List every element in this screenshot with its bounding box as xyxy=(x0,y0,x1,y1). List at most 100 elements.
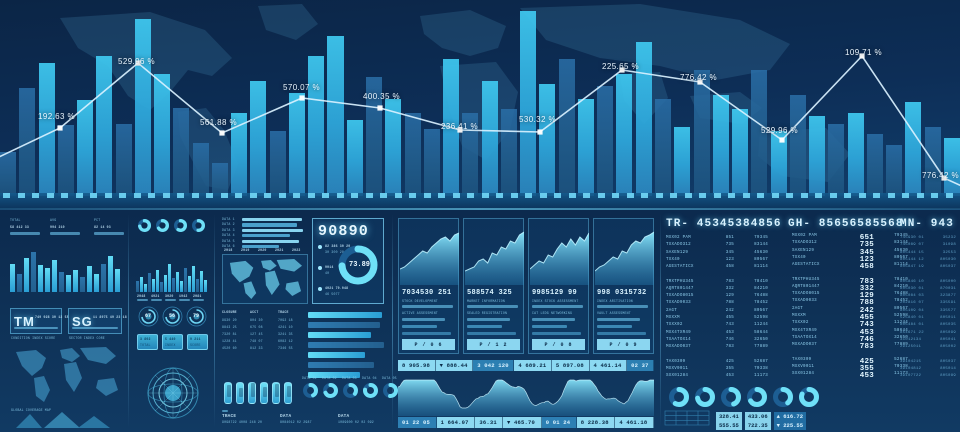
table-row[interactable]: SAXEN129 345 45630 xyxy=(666,251,768,255)
table-cell-num: 458 xyxy=(712,265,734,269)
axis-tick xyxy=(351,193,358,198)
left-mini-bar xyxy=(31,252,36,292)
table-row[interactable]: TXXAD9033 788 78452 xyxy=(666,301,768,305)
table-row-far[interactable]: 805144 12 805030 xyxy=(900,258,956,262)
area-card-tag[interactable]: P / 0 6 xyxy=(402,339,455,350)
table-row-far[interactable]: 745930 01 35232 xyxy=(900,236,956,240)
status-ring[interactable] xyxy=(173,218,188,233)
table-row[interactable]: MXX4TXR49 453 58644 xyxy=(666,331,768,335)
mini-card[interactable]: 9 211 SCORE xyxy=(187,334,208,350)
hero-point-label: 192.63 % xyxy=(38,112,75,121)
table-gauge[interactable] xyxy=(720,386,742,408)
hero-bar xyxy=(867,134,883,196)
numband-cell: 4 461.18 xyxy=(615,417,654,428)
table-gauge[interactable] xyxy=(746,386,768,408)
table-row[interactable]: TXAATOX14 746 32650 xyxy=(666,338,768,342)
hero-bar xyxy=(809,116,825,196)
numband-cell: 0 01 24 xyxy=(542,417,577,428)
table-row[interactable]: TXXADO312 735 83144 xyxy=(666,243,768,247)
table-gauge[interactable] xyxy=(772,386,794,408)
table-row-far[interactable]: 202816 07 335591 xyxy=(900,301,956,305)
mid-capsule[interactable] xyxy=(236,382,244,404)
area-card[interactable]: 998 0315732 INDEX ARCTIVATION VAULT ASSESS… xyxy=(593,218,654,354)
table-row[interactable]: TAX0309 425 52687 xyxy=(666,360,768,364)
area-card[interactable]: 9985129 99 INDEX STOCK ASSESSMENT CAT LEDG… xyxy=(528,218,589,354)
table-cell-far-2: 805000 xyxy=(932,280,956,284)
numband-text: 8 905.98 xyxy=(402,362,430,369)
radar-gauge[interactable]: 56 xyxy=(162,306,183,327)
mid-donut[interactable] xyxy=(342,382,359,399)
table-gauge[interactable] xyxy=(798,386,820,408)
hero-bar xyxy=(77,100,93,196)
axis-tick xyxy=(801,193,808,198)
mid-capsule[interactable] xyxy=(224,382,232,404)
numband-text: 01 22 05 xyxy=(402,419,430,426)
table-row[interactable]: TRXTPHU345 783 78410 xyxy=(666,280,768,284)
table-row[interactable]: SXX01284 453 11173 xyxy=(666,374,768,378)
table-row-far[interactable]: 805109 04 335577 xyxy=(900,309,956,313)
table-row[interactable]: TXX40 123 80567 xyxy=(666,258,768,262)
table-row[interactable]: AQRT801447 332 84210 xyxy=(666,287,768,291)
mid-capsule[interactable] xyxy=(272,382,280,404)
table-row-far[interactable]: 39104215 805037 xyxy=(900,360,956,364)
mid-row-label: DATA 5 xyxy=(222,239,235,243)
table-row[interactable]: MXXV0011 355 70338 xyxy=(666,367,768,371)
badge-card-tm[interactable]: TM 749 028 30 12 55 xyxy=(10,308,62,334)
mid-capsule[interactable] xyxy=(284,382,292,404)
axis-tick xyxy=(511,193,518,198)
area-card[interactable]: 588574 325 MARKET INFORMATION SEALED REGIS… xyxy=(463,218,524,354)
table-row[interactable]: MXXADO037 783 77889 xyxy=(666,345,768,349)
area-card-rule-2 xyxy=(467,318,510,321)
table-row[interactable]: MXXXM 455 52598 xyxy=(666,316,768,320)
table-row-mid[interactable]: SXX01284 453 11173 xyxy=(792,372,908,380)
mid-donut[interactable] xyxy=(322,382,339,399)
table-row-far[interactable]: 31012134 805041 xyxy=(900,338,956,342)
table-row-far[interactable]: 39107722 805089 xyxy=(900,374,956,378)
table-row-far[interactable]: 854671 22 805099 xyxy=(900,331,956,335)
radar-gauge[interactable]: 67 xyxy=(138,306,159,327)
mid-donut[interactable] xyxy=(302,382,319,399)
table-row[interactable]: 2AGT 242 80567 xyxy=(666,309,768,313)
hero-bar xyxy=(173,108,189,197)
table-row[interactable]: TXXADO8015 129 76488 xyxy=(666,294,768,298)
mid-capsule[interactable] xyxy=(248,382,256,404)
table-row-mid[interactable]: AGESTATICX 458 81114 xyxy=(792,263,908,271)
table-row-far[interactable]: 805846 10 805000 xyxy=(900,280,956,284)
badge-card-sg[interactable]: SG 11 8975 49 23 18 xyxy=(68,308,122,334)
status-ring[interactable] xyxy=(191,218,206,233)
table-row-far[interactable]: 805084 03 323877 xyxy=(900,294,956,298)
left-mini-bar xyxy=(87,266,92,292)
table-row-far[interactable]: 29125011 805002 xyxy=(900,345,956,349)
table-row-far[interactable]: 745089 07 31098 xyxy=(900,243,956,247)
mini-card[interactable]: 5 440 INDEX xyxy=(162,334,183,350)
table-cell-num: 453 xyxy=(712,374,734,378)
area-card-line2: SEALED REGISTRATION xyxy=(467,311,507,315)
table-row-far[interactable]: 805030 01 870031 xyxy=(900,287,956,291)
table-row-mid[interactable]: MXXADO037 783 77889 xyxy=(792,343,908,351)
table-row[interactable]: AGESTATICX 458 81114 xyxy=(666,265,768,269)
table-row-far[interactable]: 805484 01 805035 xyxy=(900,323,956,327)
mid-donut[interactable] xyxy=(362,382,379,399)
mid-table-cell: 7092 18 xyxy=(278,318,293,322)
table-row-far[interactable]: 525840 01 805011 xyxy=(900,316,956,320)
area-card-tag[interactable]: P / 0 8 xyxy=(532,339,585,350)
table-gauge[interactable] xyxy=(668,386,690,408)
divider-1 xyxy=(128,214,129,428)
table-row-far[interactable]: 805444 15 32553 xyxy=(900,251,956,255)
mid-row-bar xyxy=(242,223,297,226)
table-gauge[interactable] xyxy=(694,386,716,408)
table-cell-name: TXXAD9033 xyxy=(666,301,712,305)
table-row-far[interactable]: 805847 19 805037 xyxy=(900,265,956,269)
table-row[interactable]: MXX02 PAM 851 79345 xyxy=(666,236,768,240)
mini-card[interactable]: 3 802 TOTAL xyxy=(137,334,158,350)
status-ring[interactable] xyxy=(155,218,170,233)
axis-tick xyxy=(221,193,228,198)
table-row[interactable]: TXXX02 743 11244 xyxy=(666,323,768,327)
area-card-tag[interactable]: P / 0 9 xyxy=(597,339,650,350)
status-ring[interactable] xyxy=(137,218,152,233)
mid-capsule[interactable] xyxy=(260,382,268,404)
table-row-far[interactable]: 39104812 805014 xyxy=(900,367,956,371)
radar-gauge[interactable]: 79 xyxy=(186,306,207,327)
area-card[interactable]: 7034530 251 STOCK DEVELOPMENT ACTIVE ASSES… xyxy=(398,218,459,354)
area-card-tag[interactable]: P / 1 2 xyxy=(467,339,520,350)
